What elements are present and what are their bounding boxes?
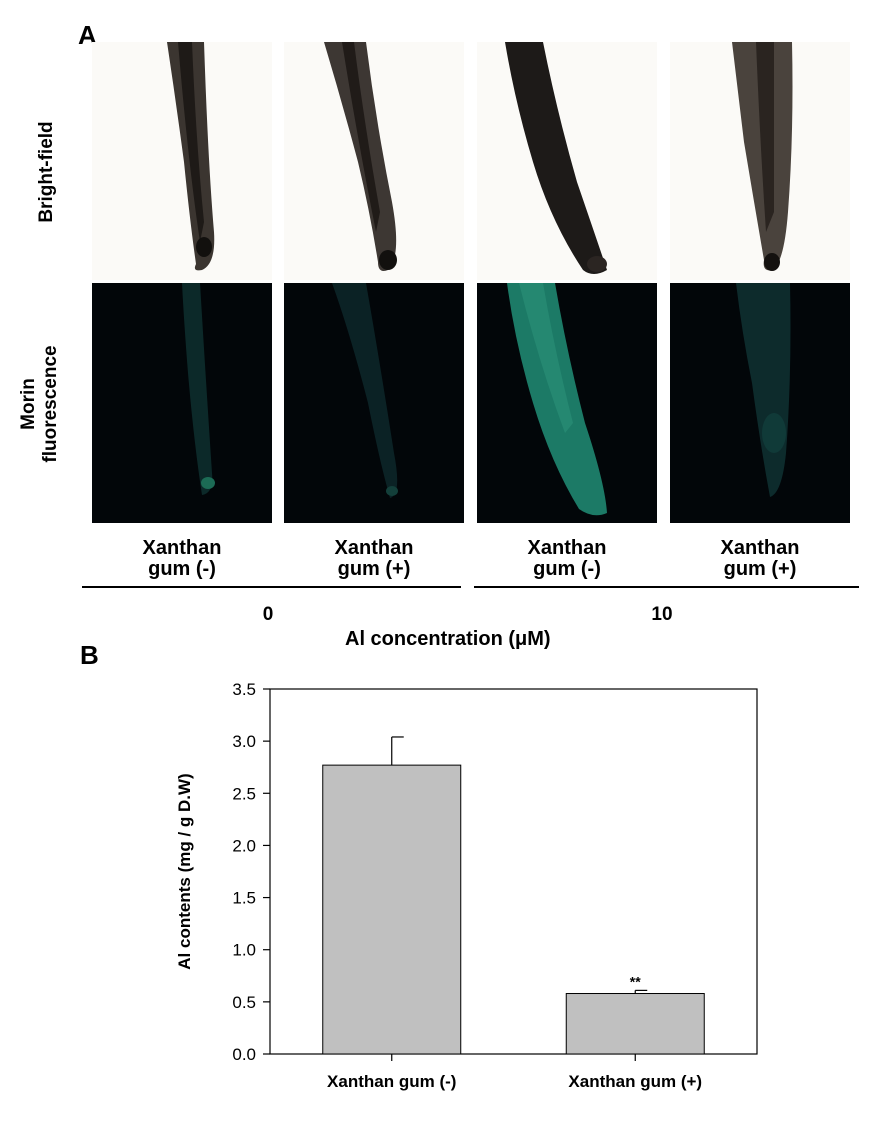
column-caption-4: Xanthan gum (+)	[670, 538, 850, 580]
y-tick-label: 1.0	[232, 941, 256, 960]
fluorescence-image-10-xanthan-minus	[477, 283, 657, 523]
brightfield-image-0-xanthan-plus	[284, 42, 464, 280]
column-caption-1-line1: Xanthan	[142, 537, 222, 559]
y-tick-label: 3.0	[232, 732, 256, 751]
column-caption-4-line1: Xanthan	[720, 537, 800, 559]
y-tick-label: 0.5	[232, 993, 256, 1012]
fluorescence-image-10-xanthan-plus	[670, 283, 850, 523]
bar	[565, 993, 705, 1055]
x-tick-label: Xanthan gum (-)	[327, 1072, 456, 1091]
y-tick-label: 2.0	[232, 836, 256, 855]
concentration-label-0: 0	[262, 604, 274, 625]
column-caption-2-line1: Xanthan	[334, 537, 414, 559]
y-tick-label: 0.0	[232, 1045, 256, 1064]
brightfield-image-0-xanthan-minus	[92, 42, 272, 280]
x-tick-label: Xanthan gum (+)	[568, 1072, 702, 1091]
panel-b-letter: B	[80, 640, 99, 670]
bar	[322, 764, 462, 1055]
fluorescence-image-0-xanthan-plus	[284, 283, 464, 523]
y-tick-label: 3.5	[232, 680, 256, 699]
significance-marker: **	[630, 973, 641, 989]
concentration-label-10: 10	[651, 604, 673, 625]
y-tick-label: 2.5	[232, 784, 256, 803]
column-caption-1: Xanthan gum (-)	[92, 538, 272, 580]
column-caption-1-line2: gum (-)	[148, 558, 216, 580]
brightfield-image-10-xanthan-minus	[477, 42, 657, 280]
y-axis-label: Al contents (mg / g D.W)	[175, 773, 194, 969]
group-rule-0	[82, 586, 461, 588]
column-caption-4-line2: gum (+)	[723, 558, 797, 580]
column-caption-3: Xanthan gum (-)	[477, 538, 657, 580]
al-concentration-axis-title: Al concentration (μM)	[345, 628, 551, 650]
column-caption-3-line2: gum (-)	[533, 558, 601, 580]
brightfield-image-10-xanthan-plus	[670, 42, 850, 280]
fluorescence-image-0-xanthan-minus	[92, 283, 272, 523]
column-caption-2: Xanthan gum (+)	[284, 538, 464, 580]
column-caption-3-line1: Xanthan	[527, 537, 607, 559]
plot-frame	[269, 688, 758, 1055]
y-tick-label: 1.5	[232, 889, 256, 908]
column-caption-2-line2: gum (+)	[337, 558, 411, 580]
group-rule-10	[474, 586, 859, 588]
